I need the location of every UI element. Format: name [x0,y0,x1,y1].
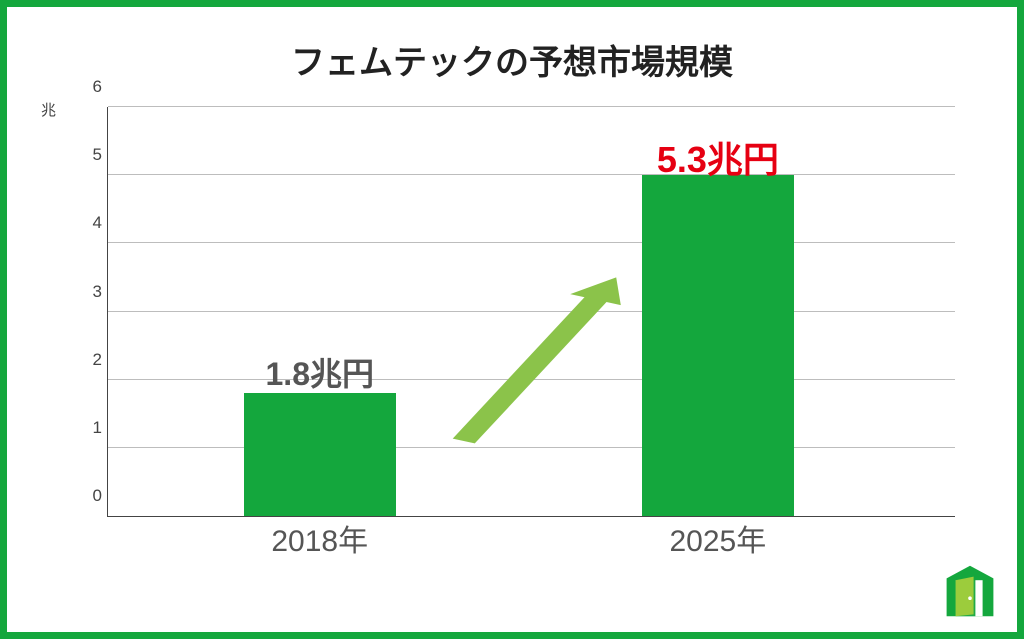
bars-container: 1.8兆円2018年5.3兆円2025年 [108,107,955,516]
chart-title: フェムテックの予想市場規模 [7,7,1017,84]
y-tick-label: 0 [84,486,102,506]
bar-value-label: 5.3兆円 [565,131,870,183]
chart-area: 兆 0123456 1.8兆円2018年5.3兆円2025年 [85,99,955,539]
bar-value-label: 1.8兆円 [167,349,472,395]
bar: 5.3兆円 [642,175,794,516]
plot-area: 0123456 1.8兆円2018年5.3兆円2025年 [107,107,955,517]
bar: 1.8兆円 [244,393,396,516]
x-category-label: 2025年 [669,516,766,560]
y-axis-unit: 兆 [41,99,56,120]
x-category-label: 2018年 [271,516,368,560]
y-tick-label: 2 [84,350,102,370]
door-logo-icon [943,564,997,618]
y-tick-label: 4 [84,213,102,233]
y-tick-label: 1 [84,418,102,438]
y-tick-label: 3 [84,282,102,302]
y-tick-label: 5 [84,145,102,165]
chart-frame: フェムテックの予想市場規模 兆 0123456 1.8兆円2018年5.3兆円2… [0,0,1024,639]
y-tick-label: 6 [84,77,102,97]
